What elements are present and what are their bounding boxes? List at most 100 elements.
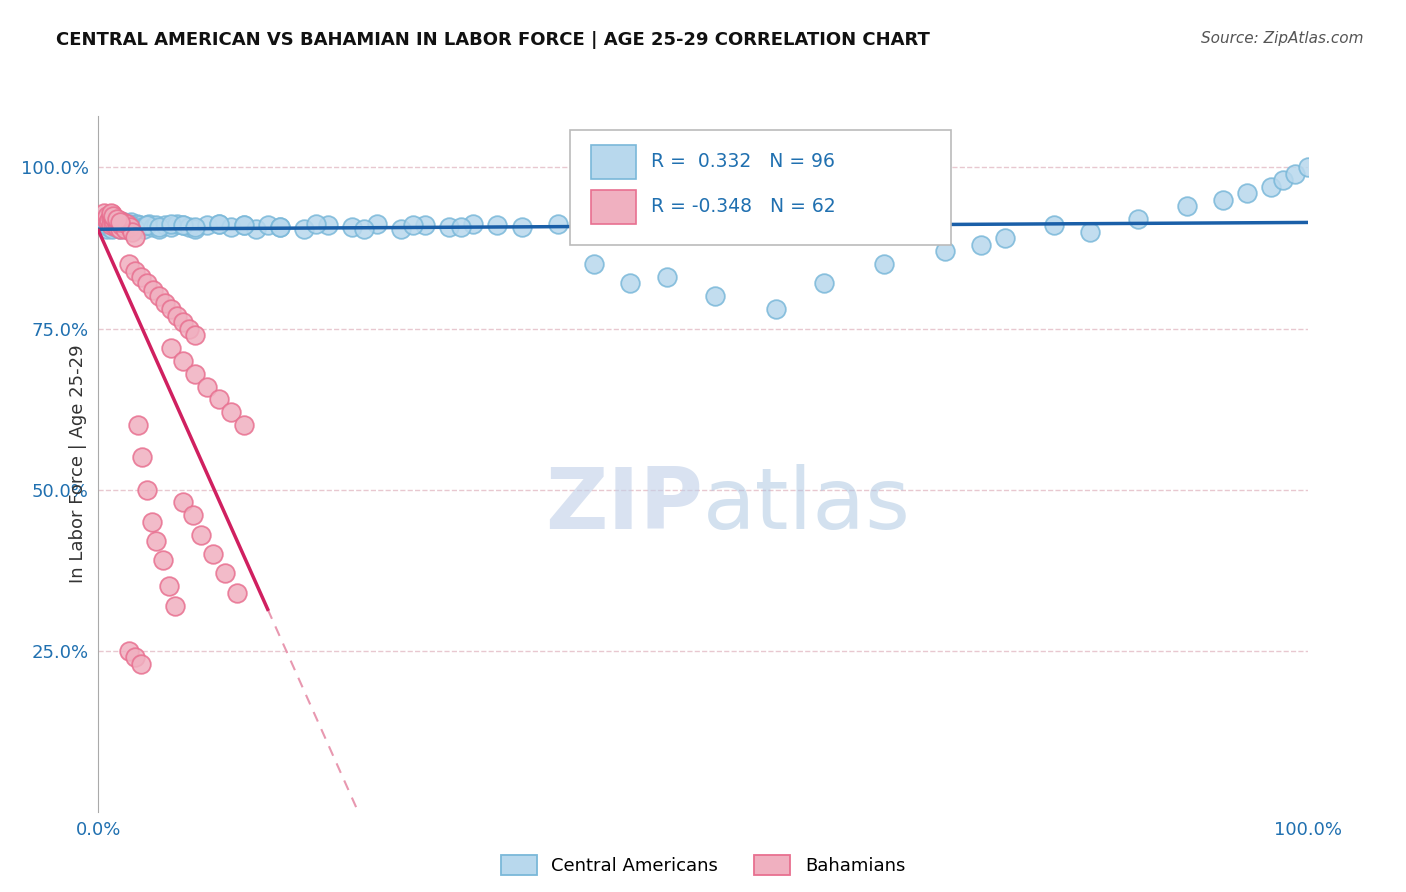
Point — [292, 221, 315, 235]
Point — [105, 217, 128, 231]
Point — [108, 213, 131, 227]
Point — [437, 219, 460, 234]
Point — [179, 321, 201, 335]
Point — [157, 579, 180, 593]
Point — [124, 263, 146, 277]
Point — [148, 219, 170, 234]
Bar — [591, 145, 637, 178]
Point — [214, 566, 236, 581]
Point — [970, 237, 993, 252]
Point — [184, 328, 207, 343]
Point — [93, 205, 115, 219]
Point — [256, 219, 278, 233]
Point — [179, 219, 201, 234]
Point — [1272, 173, 1295, 187]
Point — [93, 212, 115, 227]
Point — [172, 315, 194, 329]
Point — [142, 219, 165, 234]
Point — [160, 217, 183, 231]
Point — [135, 219, 157, 233]
Point — [118, 219, 141, 233]
Point — [94, 219, 117, 233]
Point — [1128, 212, 1150, 227]
Text: R = -0.348   N = 62: R = -0.348 N = 62 — [651, 197, 835, 216]
Point — [112, 215, 135, 229]
Point — [160, 219, 183, 234]
Point — [619, 277, 641, 291]
Point — [105, 219, 128, 233]
Point — [148, 289, 170, 303]
Point — [190, 527, 212, 541]
Point — [100, 221, 122, 235]
Point — [1260, 179, 1282, 194]
Point — [129, 270, 152, 285]
Point — [96, 209, 118, 223]
Point — [486, 219, 509, 233]
Point — [108, 219, 131, 233]
Point — [124, 219, 146, 234]
Point — [121, 225, 143, 239]
Point — [245, 221, 267, 235]
Bar — [591, 190, 637, 224]
Point — [134, 221, 156, 235]
Point — [114, 219, 136, 233]
Point — [107, 221, 129, 235]
Point — [98, 213, 121, 227]
Point — [101, 209, 124, 223]
Point — [269, 219, 291, 234]
Text: R =  0.332   N = 96: R = 0.332 N = 96 — [651, 152, 835, 170]
Point — [172, 219, 194, 233]
Point — [221, 219, 243, 234]
Point — [118, 257, 141, 271]
FancyBboxPatch shape — [569, 130, 950, 244]
Point — [353, 221, 375, 235]
Point — [226, 585, 249, 599]
Point — [873, 257, 896, 271]
Point — [160, 302, 183, 317]
Point — [704, 289, 727, 303]
Point — [103, 214, 125, 228]
Point — [316, 219, 339, 233]
Point — [129, 657, 152, 671]
Point — [813, 277, 835, 291]
Point — [232, 418, 254, 433]
Point — [104, 219, 127, 234]
Point — [118, 219, 141, 234]
Point — [141, 515, 163, 529]
Point — [184, 219, 207, 234]
Point — [115, 221, 138, 235]
Point — [172, 219, 194, 233]
Point — [100, 213, 122, 227]
Point — [153, 295, 176, 310]
Point — [145, 534, 167, 549]
Point — [152, 553, 174, 567]
Point — [117, 217, 139, 231]
Point — [208, 217, 231, 231]
Point — [342, 219, 364, 234]
Point — [1175, 199, 1198, 213]
Point — [172, 353, 194, 368]
Point — [100, 207, 122, 221]
Point — [1078, 225, 1101, 239]
Point — [269, 219, 291, 234]
Point — [127, 418, 149, 433]
Point — [111, 219, 134, 234]
Point — [110, 217, 132, 231]
Point — [208, 392, 231, 407]
Point — [135, 483, 157, 497]
Point — [135, 219, 157, 233]
Point — [195, 379, 218, 393]
Point — [145, 219, 167, 233]
Point — [450, 219, 472, 234]
Point — [195, 219, 218, 233]
Point — [131, 450, 153, 465]
Point — [181, 508, 204, 523]
Point — [118, 217, 141, 231]
Point — [127, 217, 149, 231]
Point — [108, 215, 131, 229]
Point — [138, 217, 160, 231]
Point — [110, 219, 132, 233]
Point — [104, 212, 127, 227]
Point — [118, 643, 141, 657]
Point — [934, 244, 956, 259]
